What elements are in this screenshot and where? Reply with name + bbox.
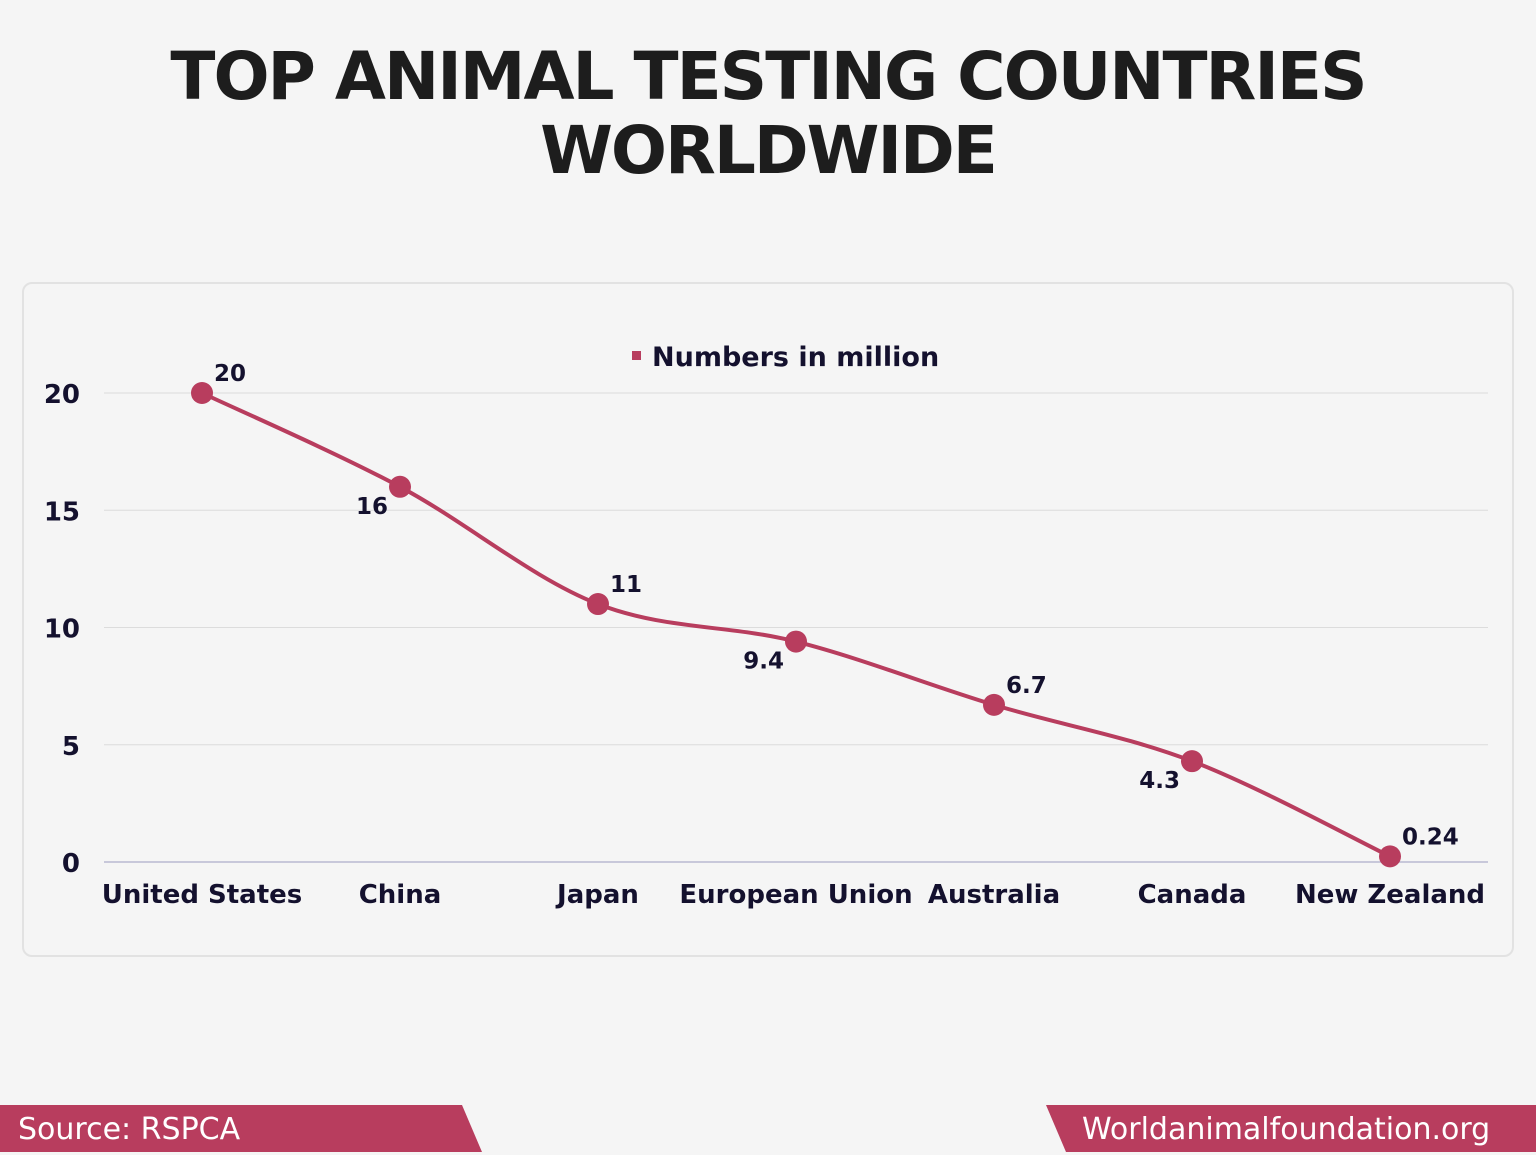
data-point: [191, 382, 213, 404]
y-tick-label: 15: [44, 497, 80, 527]
site-link[interactable]: Worldanimalfoundation.org: [1082, 1112, 1491, 1147]
x-tick-label: Canada: [1138, 880, 1247, 910]
y-tick-label: 20: [44, 380, 80, 410]
chart-title: TOP ANIMAL TESTING COUNTRIES WORLDWIDE: [170, 38, 1367, 189]
data-label: 0.24: [1402, 824, 1459, 850]
x-tick-label: New Zealand: [1295, 880, 1485, 910]
legend-marker: [632, 351, 641, 360]
data-point: [389, 475, 411, 498]
x-tick-label: Japan: [555, 880, 639, 910]
data-label: 9.4: [743, 649, 784, 675]
data-point: [983, 693, 1005, 716]
data-point: [587, 593, 609, 616]
x-tick-label: Australia: [928, 880, 1060, 910]
data-label: 20: [214, 361, 246, 387]
data-point: [785, 630, 807, 653]
site-banner: Worldanimalfoundation.org: [1046, 1105, 1536, 1152]
x-tick-label: European Union: [679, 880, 912, 910]
x-tick-label: China: [359, 880, 442, 910]
data-label: 11: [610, 572, 642, 598]
legend-label: Numbers in million: [652, 342, 939, 373]
data-label: 16: [356, 494, 388, 520]
data-label: 6.7: [1006, 673, 1047, 699]
data-label: 4.3: [1139, 768, 1180, 794]
source-banner: Source: RSPCA: [0, 1105, 482, 1152]
y-tick-label: 5: [62, 732, 80, 762]
y-tick-label: 0: [62, 849, 80, 879]
source-text: Source: RSPCA: [18, 1112, 241, 1147]
y-tick-label: 10: [44, 615, 80, 645]
data-point: [1379, 845, 1401, 868]
chart-panel: [22, 282, 1514, 957]
series-line: [201, 391, 1391, 859]
data-point: [1181, 750, 1203, 773]
x-tick-label: United States: [102, 880, 303, 910]
